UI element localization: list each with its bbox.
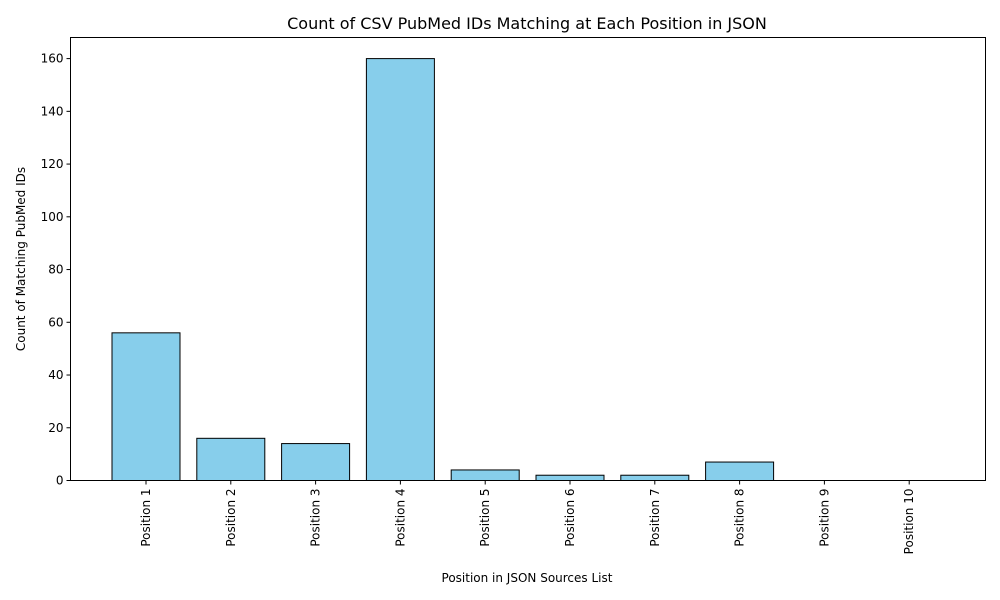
bar-4 [365,58,435,481]
x-tick-label: Position 7 [648,489,662,547]
bar-5 [450,469,520,482]
bar-7 [620,474,690,482]
x-tick-label: Position 2 [224,489,238,547]
x-axis: Position 1 Position 2 Position 3 Position 4… [139,480,916,555]
bars-group [111,58,775,482]
y-tick-label: 0 [56,474,64,488]
bar-8 [705,461,775,481]
y-axis: 0 20 40 60 80 100 120 140 160 [41,52,71,488]
y-tick-label: 160 [41,52,64,66]
x-axis-title: Position in JSON Sources List [442,571,613,585]
y-tick-label: 100 [41,210,64,224]
chart-title: Count of CSV PubMed IDs Matching at Each… [287,14,767,33]
y-tick-label: 120 [41,157,64,171]
bar-1 [111,332,181,482]
x-tick-label: Position 1 [139,489,153,547]
y-tick-label: 20 [48,421,63,435]
y-tick-label: 40 [48,368,63,382]
bar-3 [281,443,351,482]
y-tick-label: 140 [41,104,64,118]
y-tick-label: 60 [48,315,63,329]
plot-frame [70,37,986,481]
x-tick-label: Position 10 [902,489,916,555]
y-axis-title: Count of Matching PubMed IDs [14,167,28,351]
x-tick-label: Position 5 [478,489,492,547]
x-tick-label: Position 4 [393,489,407,547]
y-tick-label: 80 [48,263,63,277]
x-tick-label: Position 6 [563,489,577,547]
x-tick-label: Position 8 [733,489,747,547]
x-tick-label: Position 3 [309,489,323,547]
bar-2 [196,437,266,481]
x-tick-label: Position 9 [817,489,831,547]
bar-6 [535,474,605,482]
